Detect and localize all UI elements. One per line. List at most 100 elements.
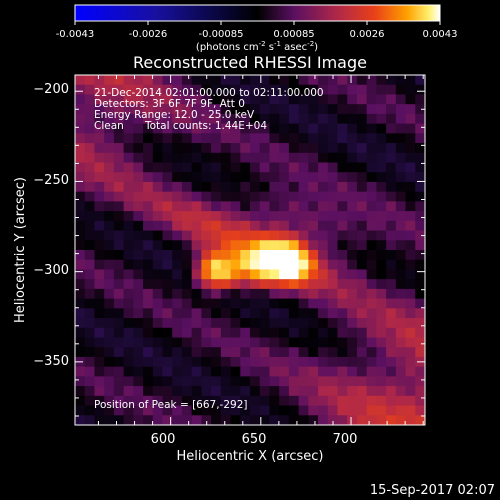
heatmap-cell [143, 259, 154, 270]
heatmap-cell [395, 75, 407, 86]
heatmap-cell [395, 288, 407, 300]
heatmap-cell [230, 279, 241, 290]
heatmap-cell [327, 308, 338, 319]
heatmap-cell [395, 113, 407, 125]
heatmap-cell [395, 259, 407, 270]
heatmap-cell [279, 94, 290, 105]
heatmap-cell [133, 259, 144, 270]
heatmap-cell [181, 405, 193, 416]
heatmap-cell [104, 356, 115, 368]
heatmap-cell [376, 405, 387, 416]
heatmap-cell [240, 279, 251, 290]
heatmap-cell [230, 181, 241, 193]
heatmap-cell [201, 220, 212, 232]
heatmap-cell [162, 94, 173, 105]
heatmap-cell [152, 337, 163, 348]
heatmap-cell [84, 94, 95, 105]
heatmap-cell [104, 337, 115, 348]
heatmap-cell [318, 318, 329, 329]
heatmap-cell [172, 337, 183, 348]
heatmap-cell [75, 259, 86, 270]
heatmap-cell [366, 288, 377, 300]
heatmap-cell [191, 308, 202, 319]
heatmap-cell [308, 84, 319, 95]
heatmap-cell [269, 104, 280, 115]
heatmap-cell [356, 279, 368, 290]
heatmap-cell [337, 181, 348, 193]
heatmap-cell [123, 405, 134, 416]
heatmap-cell [104, 191, 115, 202]
heatmap-cell [376, 181, 387, 193]
heatmap-cell [279, 308, 290, 319]
heatmap-cell [191, 337, 202, 348]
heatmap-cell [356, 230, 368, 241]
heatmap-cell [259, 308, 270, 319]
heatmap-cell [279, 347, 290, 358]
heatmap-cell [376, 143, 387, 154]
heatmap-cell [181, 376, 193, 387]
heatmap-cell [152, 162, 163, 173]
heatmap-cell [298, 356, 309, 368]
heatmap-cell [191, 298, 202, 309]
heatmap-cell [123, 94, 134, 105]
footer-timestamp: 15-Sep-2017 02:07 [370, 483, 495, 498]
heatmap-cell [376, 220, 387, 232]
heatmap-cell [269, 220, 280, 232]
heatmap-cell [152, 201, 163, 212]
heatmap-cell [201, 327, 212, 338]
heatmap-cell [376, 191, 387, 202]
heatmap-cell [288, 133, 300, 144]
heatmap-cell [133, 104, 144, 115]
heatmap-cell [230, 318, 241, 329]
heatmap-cell [366, 279, 377, 290]
heatmap-cell [211, 133, 222, 144]
heatmap-cell [395, 104, 407, 115]
heatmap-cell [308, 376, 319, 387]
heatmap-cell [386, 376, 397, 387]
heatmap-cell [181, 269, 193, 280]
heatmap-cell [230, 386, 241, 397]
unit-part: s [266, 42, 274, 53]
heatmap-cell [376, 415, 387, 425]
heatmap-cell [240, 347, 251, 358]
heatmap-cell [269, 230, 280, 241]
heatmap-cell [143, 240, 154, 251]
heatmap-cell [347, 308, 358, 319]
heatmap-cell [395, 133, 407, 144]
heatmap-cell [327, 230, 338, 241]
heatmap-cell [415, 191, 425, 202]
heatmap-cell [220, 308, 232, 319]
heatmap-cell [94, 308, 105, 319]
heatmap-cell [376, 84, 387, 95]
heatmap-cell [405, 250, 416, 261]
heatmap-cell [337, 191, 348, 202]
heatmap-cell [259, 133, 270, 144]
heatmap-cell [123, 133, 134, 144]
heatmap-cell [405, 415, 416, 425]
heatmap-cell [269, 386, 280, 397]
heatmap-cell [376, 269, 387, 280]
heatmap-cell [152, 133, 163, 144]
heatmap-cell [269, 240, 280, 251]
heatmap-cell [250, 181, 261, 193]
heatmap-cell [143, 269, 154, 280]
heatmap-cell [75, 172, 86, 183]
heatmap-cell [288, 250, 300, 261]
heatmap-cell [220, 230, 232, 241]
heatmap-cell [84, 269, 95, 280]
heatmap-cell [211, 337, 222, 348]
heatmap-cell [211, 152, 222, 163]
heatmap-cell [211, 308, 222, 319]
heatmap-cell [250, 191, 261, 202]
heatmap-cell [298, 415, 309, 425]
heatmap-cell [356, 191, 368, 202]
heatmap-cell [181, 288, 193, 300]
heatmap-cell [366, 113, 377, 125]
heatmap-cell [395, 337, 407, 348]
heatmap-cell [211, 94, 222, 105]
heatmap-cell [415, 133, 425, 144]
heatmap-cell [288, 347, 300, 358]
heatmap-cell [123, 230, 134, 241]
heatmap-cell [298, 133, 309, 144]
heatmap-cell [113, 181, 125, 193]
